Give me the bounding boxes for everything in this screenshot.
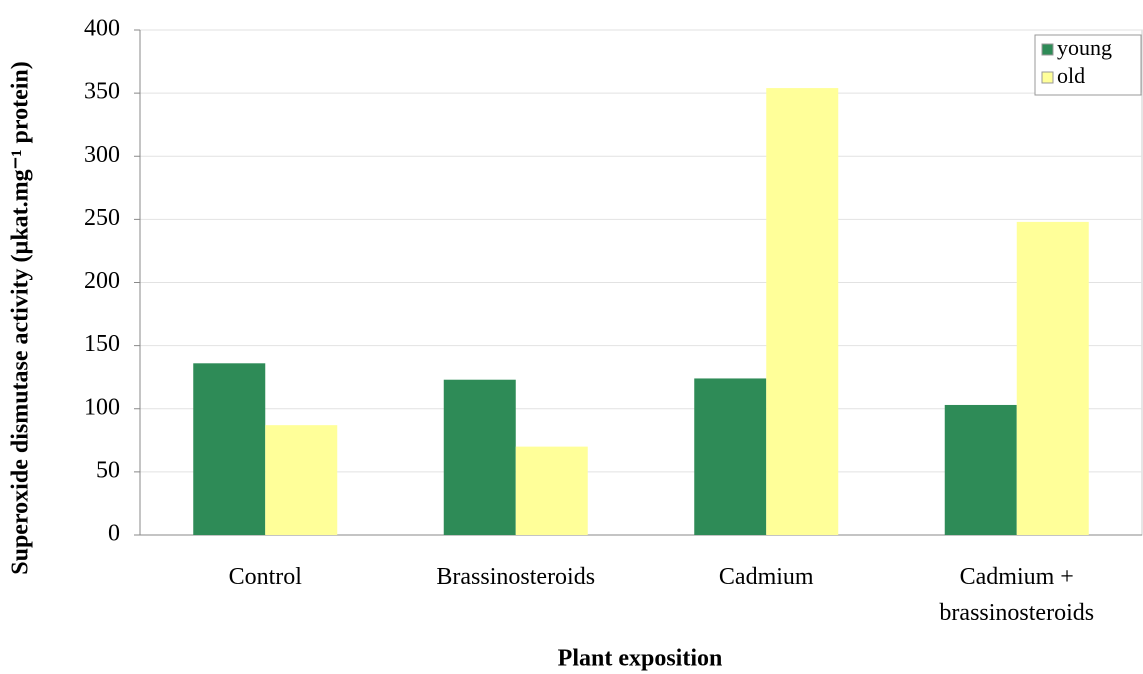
bar	[944, 404, 1017, 535]
bar	[265, 425, 338, 535]
y-tick-label: 150	[84, 331, 120, 357]
y-tick-label: 200	[84, 268, 120, 294]
y-tick-label: 400	[84, 16, 120, 42]
legend-label: old	[1057, 63, 1085, 88]
legend-label: young	[1057, 35, 1112, 60]
y-tick-label: 0	[108, 521, 120, 547]
y-tick-label: 250	[84, 205, 120, 231]
bar	[193, 363, 266, 535]
legend-swatch	[1041, 71, 1054, 84]
bar	[515, 446, 588, 535]
y-tick-label: 100	[84, 394, 120, 420]
y-axis-label: Superoxide dismutase activity (µkat.mg⁻¹…	[8, 61, 34, 574]
y-tick-label: 300	[84, 142, 120, 168]
x-tick-label: Cadmium + brassinosteroids	[939, 564, 1094, 626]
bar	[694, 378, 767, 535]
x-tick-label: Control	[229, 564, 303, 590]
legend-swatch	[1041, 43, 1054, 56]
bar	[443, 379, 516, 535]
x-axis-label: Plant exposition	[558, 646, 723, 672]
bar	[1016, 221, 1089, 535]
y-tick-label: 50	[96, 457, 120, 483]
y-tick-label: 350	[84, 79, 120, 105]
x-tick-label: Cadmium	[719, 564, 814, 590]
bar	[766, 88, 839, 535]
x-tick-label: Brassinosteroids	[436, 564, 595, 590]
